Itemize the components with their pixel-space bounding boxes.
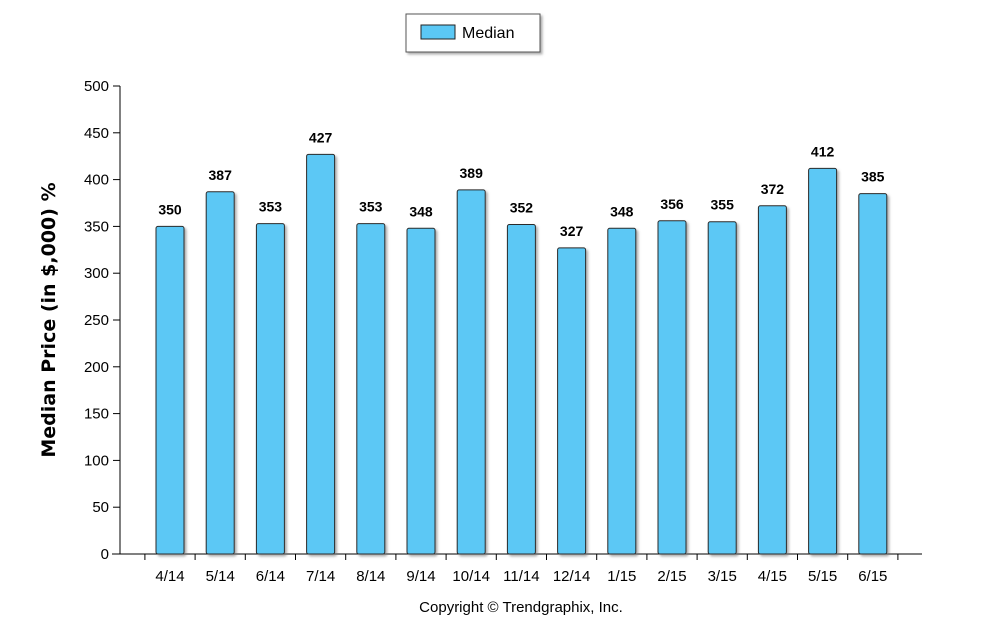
data-label: 356: [660, 196, 684, 212]
x-tick-label: 5/15: [808, 568, 837, 585]
x-tick-label: 9/14: [406, 568, 435, 585]
x-tick-label: 1/15: [607, 568, 636, 585]
x-tick-label: 3/15: [708, 568, 737, 585]
data-label: 372: [761, 181, 785, 197]
data-label: 427: [309, 129, 333, 145]
y-axis-label: Median Price (in $,000) %: [38, 182, 60, 457]
bar-1-15: [607, 227, 637, 555]
x-tick-label: 4/14: [155, 568, 184, 585]
bar-10-14: [456, 189, 486, 555]
data-label: 327: [560, 223, 584, 239]
y-tick-label: 0: [101, 546, 109, 563]
y-tick-label: 100: [84, 452, 109, 469]
bar-6-15: [858, 193, 888, 555]
y-tick-label: 200: [84, 359, 109, 376]
x-tick-label: 10/14: [452, 568, 490, 585]
legend: Median: [405, 13, 541, 53]
data-label: 387: [209, 167, 233, 183]
bar-9-14: [406, 227, 436, 555]
bar-5-15: [808, 167, 838, 555]
x-tick-label: 6/15: [858, 568, 887, 585]
data-label: 352: [510, 200, 534, 216]
bar-8-14: [356, 223, 386, 555]
y-tick-label: 350: [84, 218, 109, 235]
data-label: 412: [811, 143, 835, 159]
y-ticks: 0 50 100 150 200 250 300 350 400 450 500: [84, 78, 120, 563]
legend-swatch: [420, 24, 456, 40]
x-tick-label: 11/14: [503, 568, 539, 585]
bar-7-14: [306, 153, 336, 555]
x-tick-label: 7/14: [306, 568, 335, 585]
x-tick-label: 12/14: [553, 568, 591, 585]
legend-label: Median: [462, 25, 514, 42]
data-label: 348: [610, 203, 634, 219]
bar-11-14: [506, 224, 536, 555]
bar-12-14: [557, 247, 587, 555]
copyright-text: Copyright © Trendgraphix, Inc.: [419, 599, 623, 616]
y-tick-label: 400: [84, 172, 109, 189]
bar-4-15: [757, 205, 787, 555]
y-tick-label: 450: [84, 125, 109, 142]
data-label: 385: [861, 169, 885, 185]
data-label: 350: [158, 201, 182, 217]
x-tick-label: 5/14: [206, 568, 235, 585]
x-ticks: 4/14 5/14 6/14 7/14 8/14 9/14 10/14 11/14 12/14 1…: [144, 554, 899, 585]
bar-4-14: [155, 225, 185, 555]
data-label: 348: [409, 203, 433, 219]
y-tick-label: 150: [84, 406, 109, 423]
x-tick-label: 6/14: [256, 568, 285, 585]
data-label: 389: [460, 165, 484, 181]
bar-5-14: [205, 191, 235, 555]
y-tick-label: 300: [84, 265, 109, 282]
bar-3-15: [707, 221, 737, 555]
bar-2-15: [657, 220, 687, 555]
data-label: 353: [359, 199, 383, 215]
x-tick-label: 4/15: [758, 568, 787, 585]
x-tick-label: 2/15: [657, 568, 686, 585]
data-label: 353: [259, 199, 283, 215]
y-tick-label: 50: [92, 499, 109, 516]
bar-6-14: [255, 223, 285, 555]
bars: 350 387 353 427 353 348 389 352 327 348 356 355 372 4…: [155, 129, 888, 555]
x-tick-label: 8/14: [356, 568, 385, 585]
data-label: 355: [711, 197, 735, 213]
y-tick-label: 250: [84, 312, 109, 329]
y-tick-label: 500: [84, 78, 109, 95]
